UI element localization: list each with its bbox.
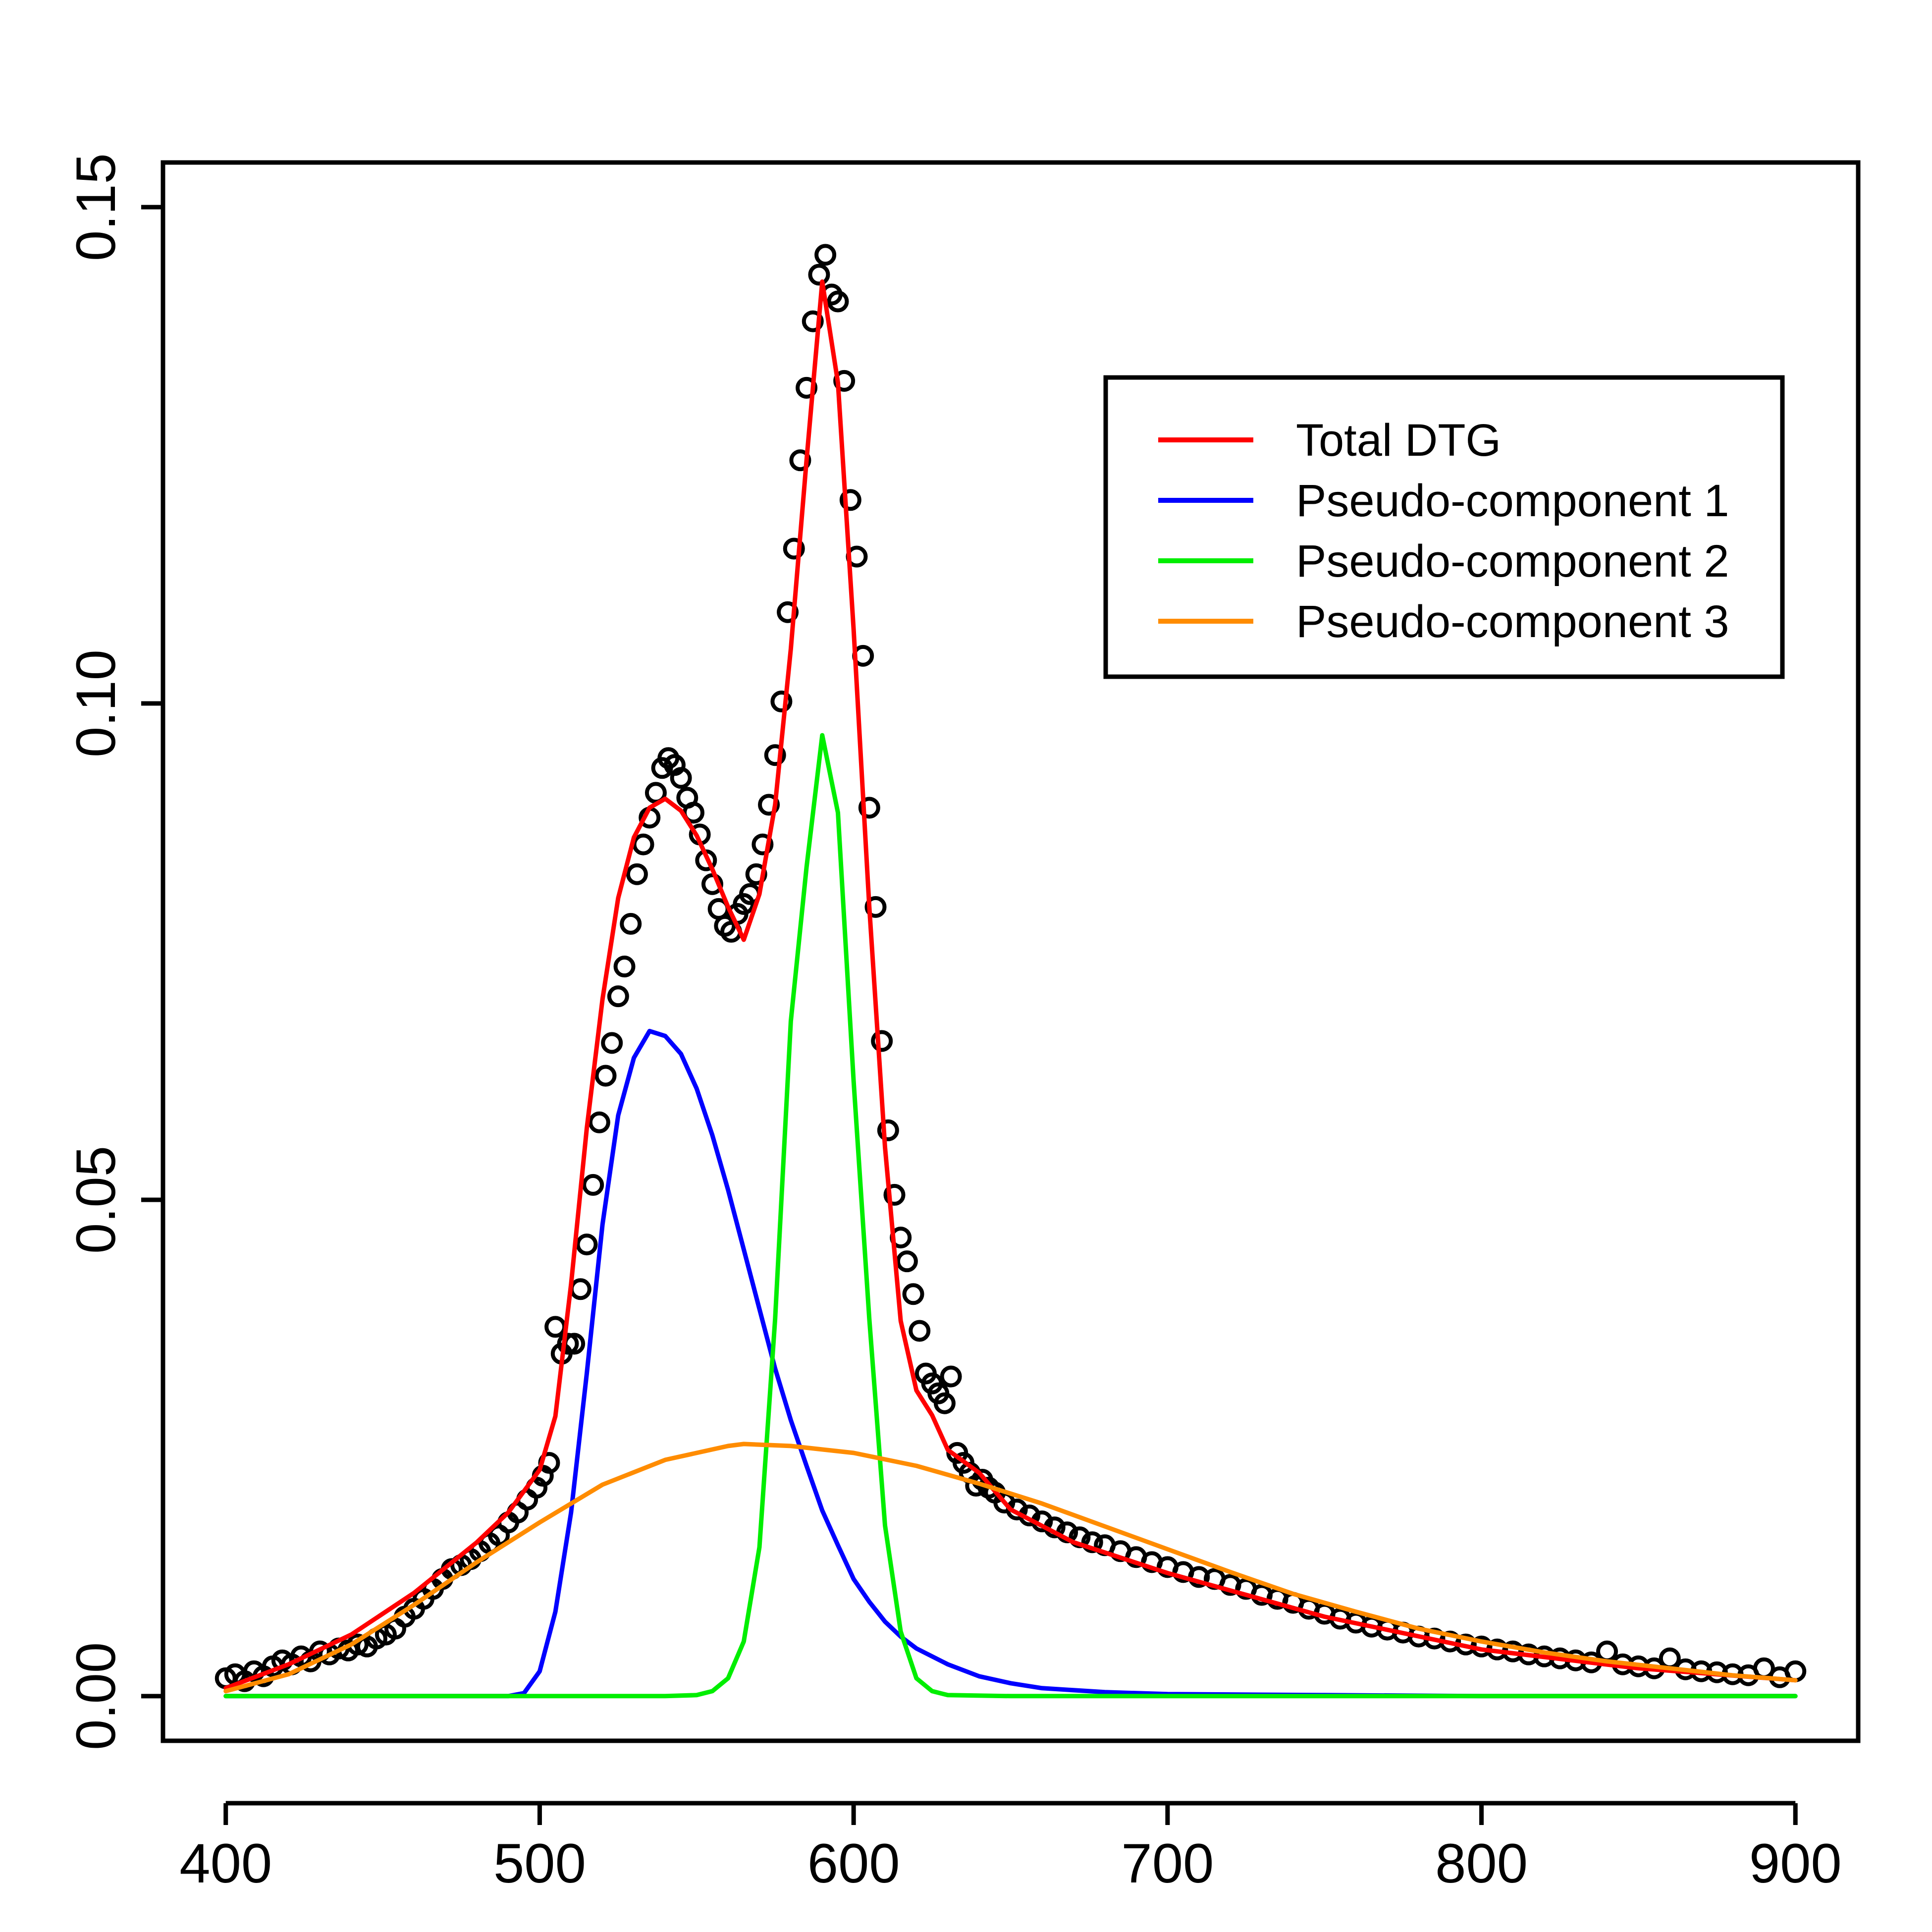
observed-point (933, 1392, 956, 1414)
x-tick-label: 700 (1121, 1832, 1214, 1894)
observed-point (607, 985, 629, 1008)
observed-point (783, 537, 805, 560)
observed-point (670, 767, 692, 789)
legend-label-4: Pseudo-component 3 (1296, 596, 1729, 647)
observed-point (751, 833, 774, 856)
observed-point (902, 1283, 924, 1305)
observed-point (839, 489, 861, 511)
observed-point (871, 1030, 893, 1052)
observed-point (833, 370, 856, 392)
observed-point (601, 1032, 623, 1054)
observed-point (701, 873, 723, 895)
observed-point (877, 1119, 899, 1141)
observed-point (883, 1183, 906, 1206)
observed-point (896, 1250, 918, 1273)
axes-layer: 400 500 600 700 800 900 0.00 0.05 0.10 0.15 (65, 153, 1842, 1894)
observed-point (808, 264, 830, 286)
observed-point (802, 310, 824, 332)
observed-point (770, 691, 793, 713)
observed-point (557, 1333, 579, 1355)
y-tick-label: 0.05 (65, 1146, 127, 1254)
observed-point (620, 912, 642, 935)
observed-point (814, 244, 837, 266)
x-tick-label: 600 (807, 1832, 900, 1894)
y-tick-label: 0.00 (65, 1642, 127, 1750)
observed-point (594, 1065, 617, 1087)
observed-point (909, 1320, 931, 1342)
observed-point (626, 863, 648, 885)
observed-point (714, 914, 736, 937)
x-tick-label: 900 (1749, 1832, 1842, 1894)
y-axis: 0.00 0.05 0.10 0.15 (65, 153, 165, 1750)
x-tick-label: 400 (179, 1832, 272, 1894)
legend-label-3: Pseudo-component 2 (1296, 536, 1729, 587)
observed-point (588, 1111, 610, 1133)
series-line-2 (223, 1028, 1798, 1699)
y-tick-label: 0.10 (65, 649, 127, 757)
x-tick-label: 500 (493, 1832, 586, 1894)
observed-point (582, 1174, 604, 1196)
legend-label-2: Pseudo-component 1 (1296, 476, 1729, 526)
observed-point (858, 797, 880, 819)
observed-point (864, 896, 887, 918)
legend: Total DTG Pseudo-component 1 Pseudo-compon… (1103, 375, 1785, 679)
observed-point (827, 290, 849, 313)
observed-point (576, 1234, 598, 1256)
x-tick-label: 800 (1435, 1832, 1528, 1894)
observed-point (764, 744, 786, 766)
series-line-4 (223, 1442, 1798, 1694)
observed-point (745, 863, 767, 885)
observed-point (789, 449, 811, 472)
observed-point (613, 956, 636, 978)
observed-point (940, 1365, 962, 1388)
legend-box (1103, 375, 1785, 679)
legend-label-1: Total DTG (1296, 415, 1501, 466)
y-tick-label: 0.15 (65, 153, 127, 261)
series-line-3 (223, 733, 1798, 1699)
plot-data-layer (215, 244, 1807, 1699)
observed-point (1081, 1531, 1103, 1554)
x-axis: 400 500 600 700 800 900 (179, 1801, 1842, 1894)
observed-point (777, 601, 799, 623)
observed-point (758, 794, 780, 816)
observed-point (796, 376, 818, 399)
